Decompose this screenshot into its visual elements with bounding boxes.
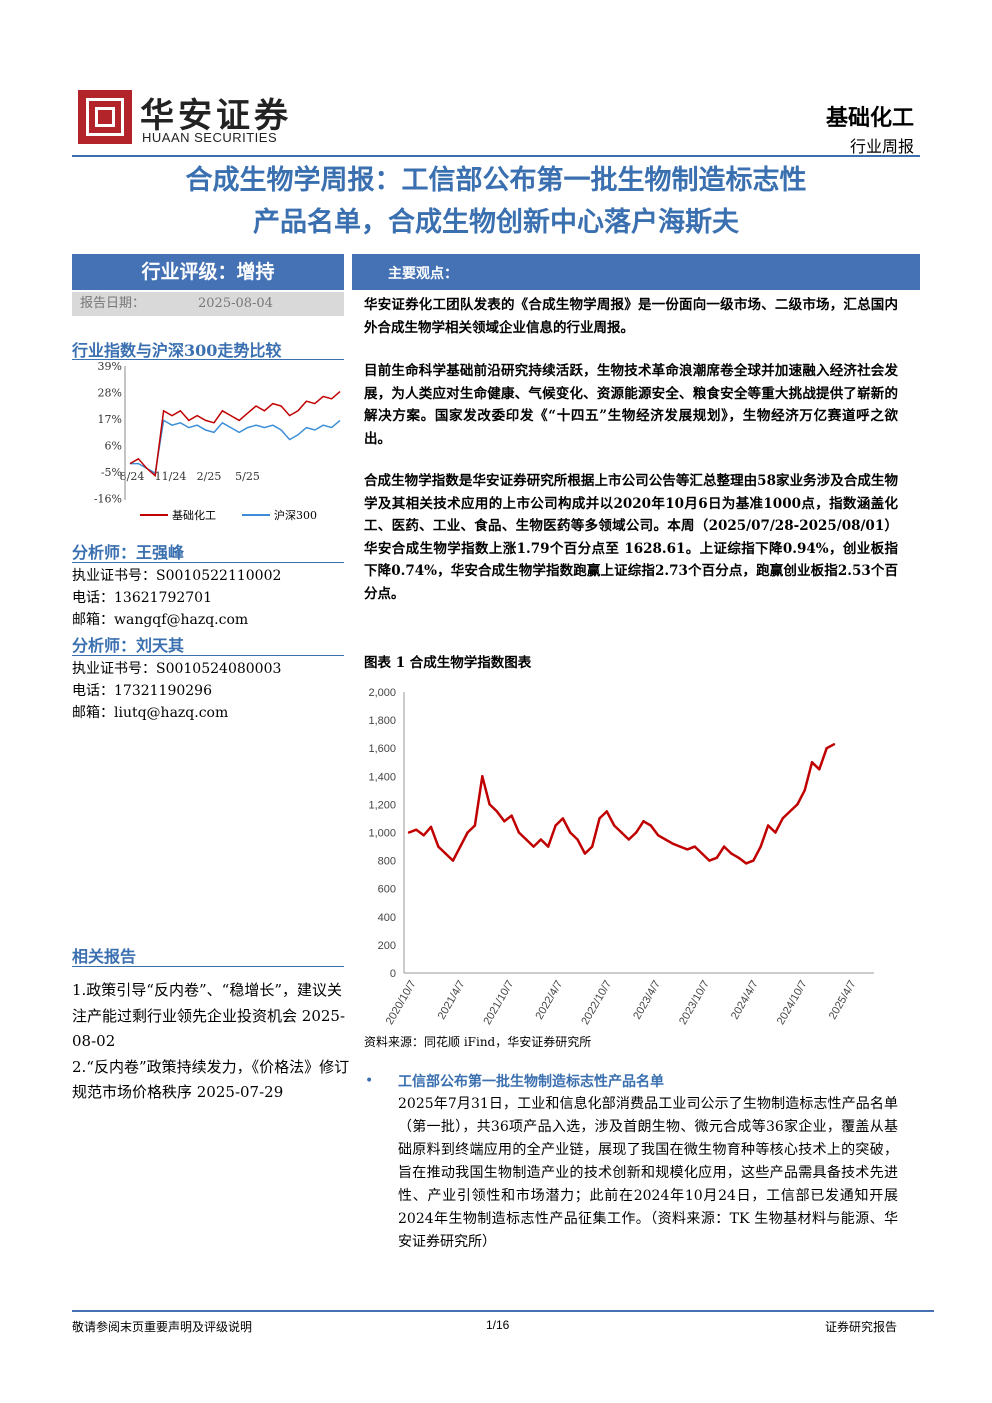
analyst-1-cert: 执业证书号：S0010522110002 (72, 568, 282, 584)
small-chart-x-tick: 5/25 (235, 470, 260, 483)
synbio-index-chart: 0 200 400 600 800 1,000 1,200 1,400 1,600 1,800 2,… (368, 687, 874, 1027)
legend-label-index: 沪深300 (274, 508, 317, 522)
report-date-label: 报告日期： (80, 296, 146, 311)
y-tick-label: 0 (390, 968, 396, 980)
paragraph-background: 目前生命科学基础前沿研究持续活跃，生物技术革命浪潮席卷全球并加速融入经济社会发展… (364, 363, 898, 447)
x-tick-label: 2021/10/7 (482, 979, 517, 1027)
logo-en: HUAAN SECURITIES (142, 130, 278, 145)
footer-divider (72, 1310, 934, 1312)
related-reports: 1.政策引导“反内卷”、“稳增长”，建议关注产能过剩行业领先企业投资机会 202… (72, 978, 352, 1106)
paragraph-index: 合成生物学指数是华安证券研究所根据上市公司公告等汇总整理由58家业务涉及合成生物… (364, 473, 898, 602)
title-line-2: 产品名单，合成生物创新中心落户海斯夫 (253, 207, 739, 238)
analyst-1-title: 分析师：王强峰 (72, 543, 185, 562)
analyst-2-email[interactable]: 邮箱：liutq@hazq.com (72, 705, 229, 721)
bullet-text: 2025年7月31日，工业和信息化部消费品工业司公示了生物制造标志性产品名单（第… (398, 1096, 898, 1250)
chart-source: 资料来源：同花顺 iFind，华安证券研究所 (364, 1035, 592, 1049)
related-reports-title: 相关报告 (72, 947, 137, 966)
y-tick-label: 2,000 (368, 687, 396, 699)
industry-rating: 行业评级：增持 (72, 254, 344, 290)
x-tick-label: 2023/10/7 (677, 979, 712, 1027)
x-tick-label: 2023/4/7 (631, 979, 663, 1022)
small-chart-x-tick: 11/24 (155, 470, 187, 483)
small-chart-x-tick: 2/25 (197, 470, 222, 483)
footer-label: 证券研究报告 (824, 1320, 897, 1334)
paragraph-intro: 华安证券化工团队发表的《合成生物学周报》是一份面向一级市场、二级市场，汇总国内外… (364, 297, 898, 336)
small-chart-y-tick: 6% (105, 440, 122, 453)
small-chart-y-tick: -5% (101, 466, 122, 479)
bullet-title: 工信部公布第一批生物制造标志性产品名单 (398, 1074, 664, 1090)
small-chart-y-tick: 28% (98, 387, 122, 400)
index-compare-title: 行业指数与沪深300走势比较 (72, 341, 282, 360)
y-tick-label: 1,400 (368, 771, 396, 783)
small-chart-y-tick: -16% (94, 493, 122, 506)
analyst-1-info: 执业证书号：S0010522110002 电话：13621792701 邮箱：w… (72, 565, 281, 631)
chart-caption: 图表 1 合成生物学指数图表 (364, 655, 532, 671)
y-tick-label: 1,800 (368, 715, 396, 727)
report-title: 合成生物学周报：工信部公布第一批生物制造标志性 产品名单，合成生物创新中心落户海… (72, 160, 920, 244)
section-divider (72, 359, 344, 360)
y-tick-label: 1,000 (368, 828, 396, 840)
footer-disclaimer: 敬请参阅末页重要声明及评级说明 (72, 1320, 253, 1334)
related-report-item[interactable]: 2.“反内卷”政策持续发力，《价格法》修订规范市场价格秩序 2025-07-29 (72, 1057, 350, 1102)
x-tick-label: 2020/10/7 (384, 979, 419, 1027)
analyst-2-title: 分析师：刘天其 (72, 636, 185, 655)
report-type: 行业周报 (849, 137, 914, 156)
y-tick-label: 200 (378, 940, 396, 952)
company-logo-mark (78, 90, 132, 144)
x-tick-label: 2022/4/7 (533, 979, 565, 1022)
series-line-synbio-index (408, 743, 835, 865)
main-views-bar: 主要观点： (352, 254, 920, 290)
sector-vs-index-chart: 39% 28% 17% 6% -5% -16% 8/24 11/24 2/25 5/25 基础化… (94, 360, 341, 522)
y-tick-label: 600 (378, 884, 396, 896)
related-report-item[interactable]: 1.政策引导“反内卷”、“稳增长”，建议关注产能过剩行业领先企业投资机会 202… (72, 981, 346, 1050)
small-chart-y-tick: 39% (98, 360, 122, 373)
small-chart-y-tick: 17% (98, 413, 122, 426)
section-divider (72, 655, 344, 656)
analyst-2-info: 执业证书号：S0010524080003 电话：17321190296 邮箱：l… (72, 658, 281, 724)
x-tick-label: 2021/4/7 (436, 979, 468, 1022)
analyst-2-cert: 执业证书号：S0010524080003 (72, 661, 282, 677)
page-number: 1/16 (486, 1318, 510, 1332)
series-line-index (130, 419, 341, 475)
industry-name: 基础化工 (825, 105, 914, 131)
x-tick-label: 2024/10/7 (775, 979, 810, 1027)
logo-cn: 华安证券 (140, 96, 292, 136)
x-tick-label: 2025/4/7 (827, 979, 859, 1022)
analyst-1-email[interactable]: 邮箱：wangqf@hazq.com (72, 612, 249, 628)
section-divider (72, 562, 344, 563)
y-tick-label: 800 (378, 856, 396, 868)
y-tick-label: 400 (378, 912, 396, 924)
main-views-label: 主要观点： (388, 266, 458, 282)
header-divider (72, 155, 920, 157)
small-chart-x-tick: 8/24 (120, 470, 145, 483)
bullet-icon: • (365, 1073, 374, 1089)
x-tick-label: 2024/4/7 (729, 979, 761, 1022)
legend-label-sector: 基础化工 (172, 508, 216, 522)
analyst-2-phone: 电话：17321190296 (72, 683, 212, 699)
y-tick-label: 1,600 (368, 743, 396, 755)
title-line-1: 合成生物学周报：工信部公布第一批生物制造标志性 (185, 165, 807, 196)
report-date-bar: 报告日期： 2025-08-04 (72, 292, 344, 316)
x-tick-label: 2022/10/7 (579, 979, 614, 1027)
y-tick-label: 1,200 (368, 799, 396, 811)
section-divider (72, 966, 344, 967)
report-date: 2025-08-04 (198, 296, 273, 311)
series-line-sector (129, 391, 341, 478)
analyst-1-phone: 电话：13621792701 (72, 590, 212, 606)
